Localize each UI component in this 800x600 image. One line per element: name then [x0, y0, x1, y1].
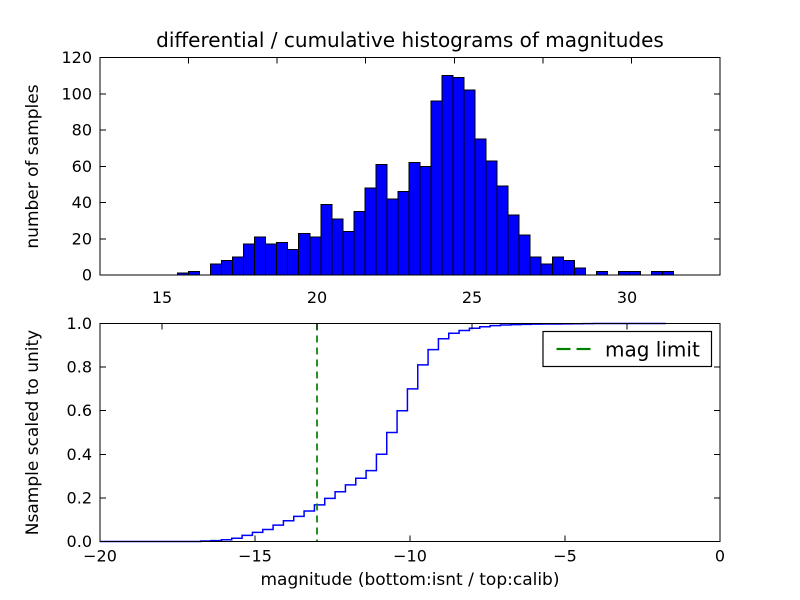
histogram-bar	[518, 234, 531, 276]
calib-tick-label: 30	[617, 288, 637, 307]
histogram-bar	[386, 198, 399, 276]
histogram-bar	[474, 138, 487, 276]
histogram-bar	[232, 256, 245, 276]
y-tick-label: 0.2	[67, 488, 92, 507]
histogram-bar	[573, 267, 586, 276]
calib-tick-label: 20	[307, 288, 327, 307]
y-tick-label: 0.4	[67, 445, 92, 464]
y-tick-label: 60	[72, 157, 92, 176]
legend: mag limit	[542, 330, 713, 368]
histogram-bar	[375, 163, 388, 276]
histogram-bar	[463, 89, 476, 276]
histogram-bar	[342, 231, 355, 276]
histogram-bar	[320, 203, 333, 276]
histogram-bar	[408, 162, 421, 276]
x-tick-label: 0	[715, 547, 725, 566]
xlabel: magnitude (bottom:isnt / top:calib)	[261, 570, 560, 590]
calib-tick-label: 25	[462, 288, 482, 307]
histogram-bar	[331, 218, 344, 276]
legend-label: mag limit	[605, 338, 700, 362]
y-tick-label: 0	[82, 266, 92, 285]
plot-graphics: 0 20 40 60 80 100 120 0.0 0.2 0.4 0.6 0.8 1.0 −20 −15 −…	[61, 48, 725, 566]
histogram-bar	[276, 241, 289, 276]
histogram-bar	[661, 270, 674, 276]
histogram-bar	[452, 76, 465, 276]
top-ylabel: number of samples	[23, 84, 43, 248]
histogram-bar	[243, 243, 256, 276]
histogram-bar	[617, 270, 630, 276]
histogram-bar	[188, 270, 201, 276]
calib-tick-label: 15	[152, 288, 172, 307]
histogram-bar	[562, 260, 575, 276]
histogram-bar	[485, 160, 498, 276]
histogram-bar	[595, 270, 608, 276]
histogram-bar	[265, 243, 278, 276]
histogram-bar	[540, 263, 553, 276]
x-tick-label: −10	[393, 547, 427, 566]
x-tick-label: −20	[83, 547, 117, 566]
y-tick-label: 0.6	[67, 401, 92, 420]
x-tick-label: −15	[238, 547, 272, 566]
histogram-bar	[210, 263, 223, 276]
histogram-bar	[430, 100, 443, 276]
histogram-bar	[309, 236, 322, 276]
histogram-bar	[221, 260, 234, 276]
y-tick-label: 80	[72, 121, 92, 140]
y-tick-label: 100	[61, 84, 92, 103]
histogram-bar	[551, 256, 564, 276]
bottom-ylabel: Nsample scaled to unity	[23, 330, 43, 535]
histogram-bar	[397, 191, 410, 276]
legend-box	[542, 330, 713, 368]
y-tick-label: 20	[72, 229, 92, 248]
histogram-bar	[507, 214, 520, 276]
histogram-bar	[441, 75, 454, 276]
figure-title: differential / cumulative histograms of …	[156, 28, 664, 52]
histogram-bar	[529, 256, 542, 276]
histogram-bar	[650, 270, 663, 276]
histogram-bar	[419, 165, 432, 276]
histogram-bar	[298, 232, 311, 276]
x-tick-label: −5	[553, 547, 577, 566]
histogram-bar	[496, 185, 509, 276]
histogram-bar	[254, 236, 267, 276]
y-tick-label: 120	[61, 48, 92, 67]
histogram-bar	[628, 270, 641, 276]
histogram-bar	[353, 211, 366, 276]
y-tick-label: 0.0	[67, 532, 92, 551]
y-tick-label: 40	[72, 193, 92, 212]
histogram-bar	[364, 187, 377, 276]
y-tick-label: 0.8	[67, 358, 92, 377]
histogram-bar	[287, 249, 300, 276]
y-tick-label: 1.0	[67, 314, 92, 333]
